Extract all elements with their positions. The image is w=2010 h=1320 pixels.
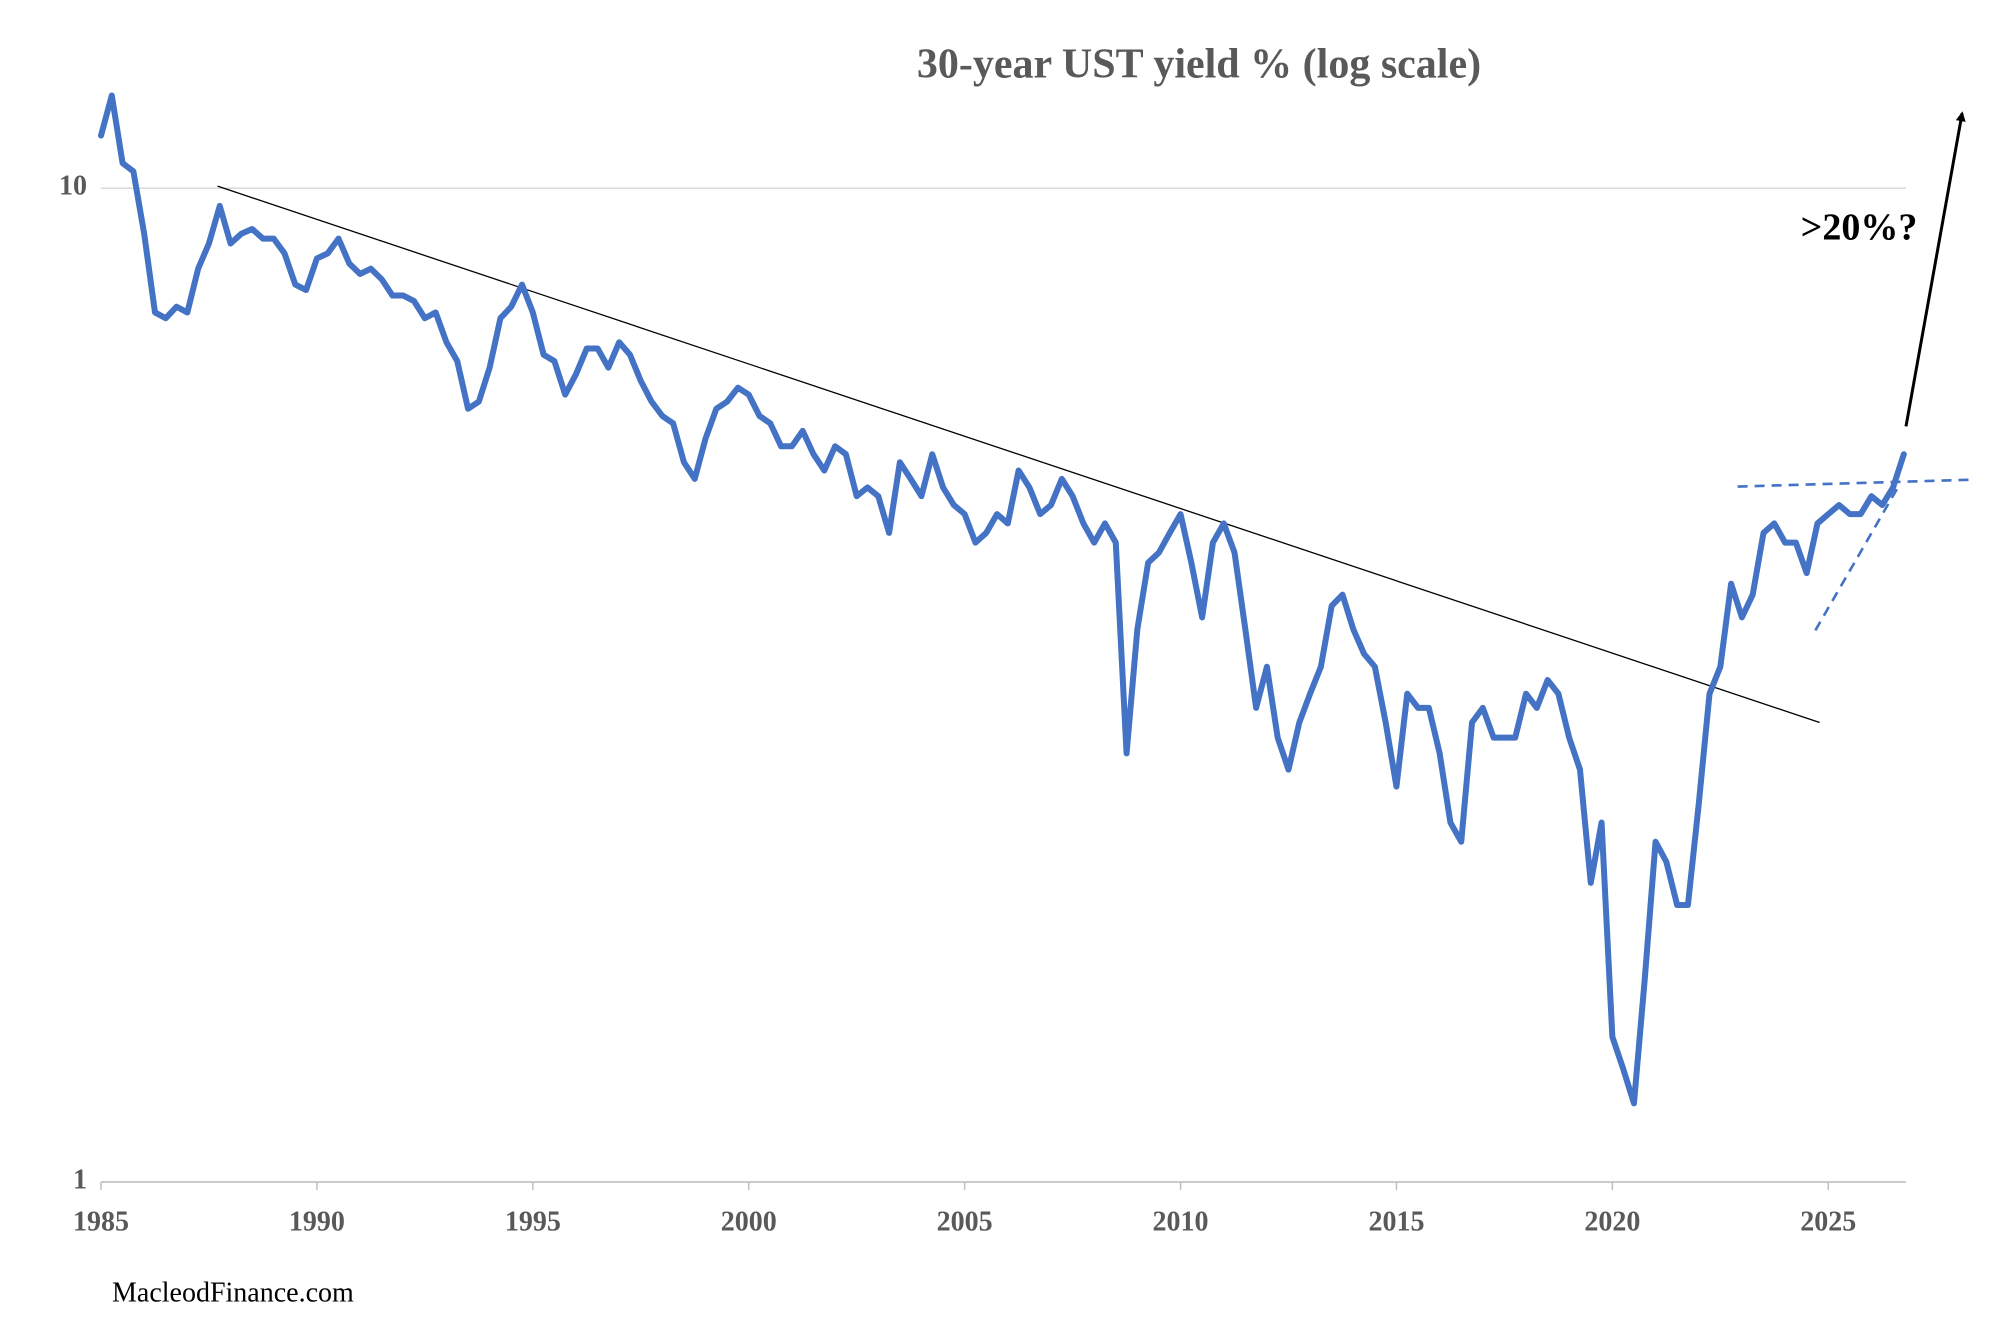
annotation-line [1737,478,1971,488]
annotation: >20%? [1801,207,1918,249]
x-tick-label: 2005 [937,1206,993,1237]
source: MacleodFinance.com [112,1277,354,1308]
y-tick-label: 10 [59,171,87,202]
annotation-line [217,185,1820,724]
x-tick-label: 2010 [1153,1206,1209,1237]
line-series [98,92,1907,1107]
x-tick-label: 1990 [289,1206,345,1237]
x-tick-label: 2020 [1584,1206,1640,1237]
annotation-line [1814,487,1899,632]
x-tick-label: 2015 [1368,1206,1424,1237]
arrow [1904,111,1966,427]
chart-title: 30-year UST yield % (log scale) [917,42,1481,88]
y-tick-label: 1 [73,1164,87,1195]
x-tick-label: 2000 [721,1206,777,1237]
x-tick-label: 1985 [73,1206,129,1237]
x-tick-label: 1995 [505,1206,561,1237]
x-tick-label: 2025 [1800,1206,1856,1237]
